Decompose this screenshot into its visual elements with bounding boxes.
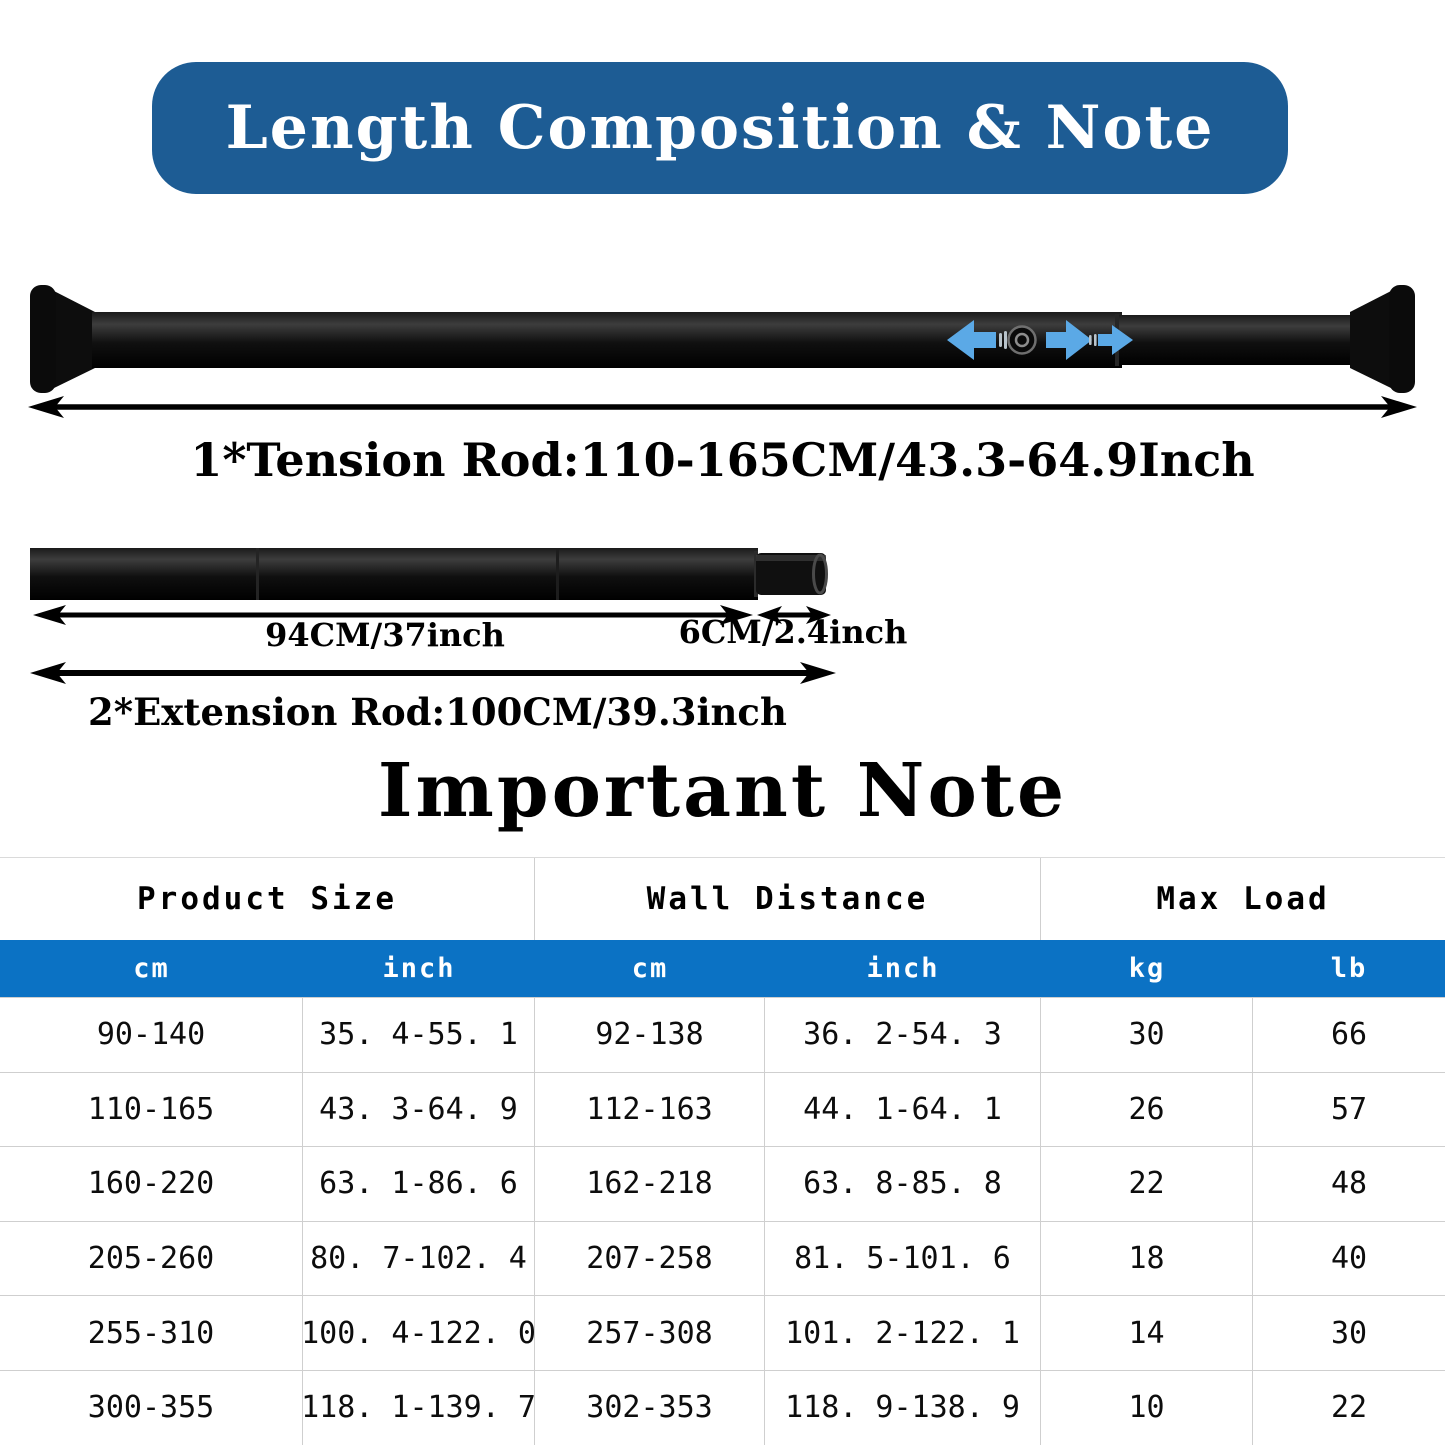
extension-rod-length-arrow xyxy=(30,662,836,684)
table-cell: 257-308 xyxy=(535,1296,765,1370)
unit-header: lb xyxy=(1330,953,1368,984)
extension-rod-tube xyxy=(30,548,758,600)
table-cell: 36. 2-54. 3 xyxy=(765,998,1041,1072)
tension-rod-image xyxy=(30,285,1415,393)
group-header-product-size: Product Size xyxy=(0,858,535,940)
table-cell: 110-165 xyxy=(0,1072,303,1147)
unit-header: inch xyxy=(866,953,940,984)
table-row: 255-310 100. 4-122. 0 257-308 101. 2-122… xyxy=(0,1295,1445,1370)
table-cell: 26 xyxy=(1041,1072,1253,1147)
tension-rod-length-arrow xyxy=(28,396,1417,418)
table-cell: 30 xyxy=(1330,1315,1368,1351)
table-group-header-row: Product Size Wall Distance Max Load xyxy=(0,857,1445,940)
unit-header: kg xyxy=(1128,953,1166,984)
segment-seam xyxy=(556,548,559,600)
left-end-cap xyxy=(30,285,95,393)
title-banner: Length Composition & Note xyxy=(152,62,1288,194)
rod-tip-length-label: 6CM/2.4inch xyxy=(678,613,908,651)
table-cell: 63. 1-86. 6 xyxy=(303,1147,535,1221)
table-cell: 30 xyxy=(1041,998,1253,1072)
group-header-wall-distance: Wall Distance xyxy=(535,858,1041,940)
adjust-arrows-icon xyxy=(947,320,1133,360)
table-cell: 35. 4-55. 1 xyxy=(303,998,535,1072)
table-cell: 302-353 xyxy=(535,1370,765,1445)
table-cell: 22 xyxy=(1330,1390,1368,1426)
table-cell: 205-260 xyxy=(0,1221,303,1296)
right-end-cap xyxy=(1350,285,1415,393)
table-cell: 100. 4-122. 0 xyxy=(301,1296,536,1370)
table-row: 205-260 80. 7-102. 4 207-258 81. 5-101. … xyxy=(0,1220,1445,1296)
table-cell: 44. 1-64. 1 xyxy=(765,1072,1041,1147)
extension-rod-tip xyxy=(754,551,828,597)
table-cell: 118. 1-139. 7 xyxy=(301,1370,536,1445)
table-row: 90-140 35. 4-55. 1 92-138 36. 2-54. 3 30… xyxy=(0,997,1445,1072)
table-cell: 118. 9-138. 9 xyxy=(765,1370,1041,1445)
lock-ring-icon xyxy=(1007,325,1037,355)
table-row: 110-165 43. 3-64. 9 112-163 44. 1-64. 1 … xyxy=(0,1071,1445,1147)
unit-header: cm xyxy=(133,953,170,984)
table-cell: 48 xyxy=(1330,1166,1368,1202)
unit-header: inch xyxy=(382,953,456,984)
title-banner-label: Length Composition & Note xyxy=(225,93,1215,163)
table-row: 300-355 118. 1-139. 7 302-353 118. 9-138… xyxy=(0,1369,1445,1445)
table-cell: 10 xyxy=(1041,1370,1253,1445)
table-cell: 18 xyxy=(1041,1221,1253,1296)
table-cell: 66 xyxy=(1330,1017,1368,1053)
table-cell: 92-138 xyxy=(535,998,765,1072)
table-row: 160-220 63. 1-86. 6 162-218 63. 8-85. 8 … xyxy=(0,1146,1445,1221)
table-cell: 207-258 xyxy=(535,1221,765,1296)
table-cell: 101. 2-122. 1 xyxy=(765,1296,1041,1370)
rod-body-length-label: 94CM/37inch xyxy=(265,616,505,654)
segment-seam xyxy=(256,548,259,600)
table-cell: 80. 7-102. 4 xyxy=(303,1221,535,1296)
table-cell: 14 xyxy=(1041,1296,1253,1370)
table-cell: 112-163 xyxy=(535,1072,765,1147)
extension-rod-image xyxy=(30,548,828,600)
table-cell: 300-355 xyxy=(0,1370,303,1445)
extension-rod-dimension-arrows xyxy=(33,605,831,625)
table-cell: 255-310 xyxy=(0,1296,303,1370)
rod-tube-right xyxy=(1118,315,1368,365)
table-cell: 57 xyxy=(1330,1091,1368,1127)
table-unit-header-row: cm inch cm inch kg lb xyxy=(0,940,1445,997)
table-cell: 63. 8-85. 8 xyxy=(765,1147,1041,1221)
tension-rod-label: 1*Tension Rod:110-165CM/43.3-64.9Inch xyxy=(190,433,1255,487)
spec-table: Product Size Wall Distance Max Load cm i… xyxy=(0,857,1445,1445)
group-header-max-load: Max Load xyxy=(1156,881,1330,917)
important-note-heading: Important Note xyxy=(377,748,1068,834)
unit-header: cm xyxy=(631,953,669,984)
table-cell: 160-220 xyxy=(0,1147,303,1221)
table-cell: 90-140 xyxy=(0,998,303,1072)
table-cell: 81. 5-101. 6 xyxy=(765,1221,1041,1296)
table-cell: 22 xyxy=(1041,1147,1253,1221)
table-cell: 43. 3-64. 9 xyxy=(303,1072,535,1147)
table-cell: 40 xyxy=(1330,1241,1368,1277)
extension-rod-label: 2*Extension Rod:100CM/39.3inch xyxy=(88,690,787,734)
table-cell: 162-218 xyxy=(535,1147,765,1221)
